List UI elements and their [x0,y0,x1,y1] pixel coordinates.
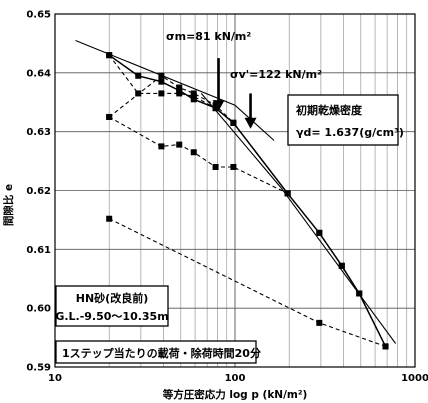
tangent-line-1 [75,39,275,141]
y-tick-label: 0.60 [26,304,51,315]
y-tick-label: 0.64 [26,68,51,79]
data-point [176,90,183,97]
data-point [158,90,165,97]
data-point [316,229,323,236]
sample-box [55,285,169,327]
density-title: 初期乾燥密度 [296,103,363,117]
data-point [158,143,165,150]
y-axis-label: 間隙比 e [2,184,15,226]
data-point [284,190,291,197]
data-point [190,90,197,97]
data-point [158,78,165,85]
density-value: γd= 1.637(g/cm³) [296,126,404,139]
series-line-5 [108,218,386,347]
data-point [176,141,183,148]
sigma-m-label: σm=81 kN/m² [166,30,251,43]
y-tick-label: 0.63 [26,127,51,138]
x-tick-label: 100 [225,373,246,384]
series-line-6 [318,232,386,347]
sigma-v-label: σv'=122 kN/m² [230,68,322,81]
x-tick-label: 1000 [401,373,428,384]
data-point [190,149,197,156]
data-point [135,90,142,97]
arrow-head-1 [212,100,225,112]
tick-labels: 0.59 0.60 0.61 0.62 0.63 0.64 0.65 10 100 1000 [26,10,428,385]
sample-depth: G.L.-9.50〜10.35m [55,310,168,323]
density-box [287,94,399,146]
arrow-head-2 [244,117,257,129]
data-point [212,163,219,170]
data-point [176,84,183,91]
sample-name: HN砂(改良前) [76,291,148,305]
plot-frame [54,13,416,368]
tangent-line-2 [200,93,397,344]
loading-note-box [55,340,257,364]
y-tick-label: 0.61 [26,245,51,256]
y-tick-label: 0.59 [26,363,51,374]
loading-note: 1ステップ当たりの載荷・除荷時間20分 [62,346,261,360]
construction-lines [75,39,397,344]
x-tick-label: 10 [48,373,62,384]
yield-arrows [212,58,257,129]
data-point [338,262,345,269]
x-axis-label: 等方圧密応力 log p (kN/m²) [162,388,308,401]
data-point [106,215,113,222]
data-point [230,163,237,170]
y-tick-label: 0.65 [26,10,51,21]
data-point [106,52,113,59]
data-point [382,343,389,350]
data-point [316,319,323,326]
data-point [106,113,113,120]
data-point [135,72,142,79]
data-point [230,119,237,126]
y-tick-label: 0.62 [26,186,51,197]
